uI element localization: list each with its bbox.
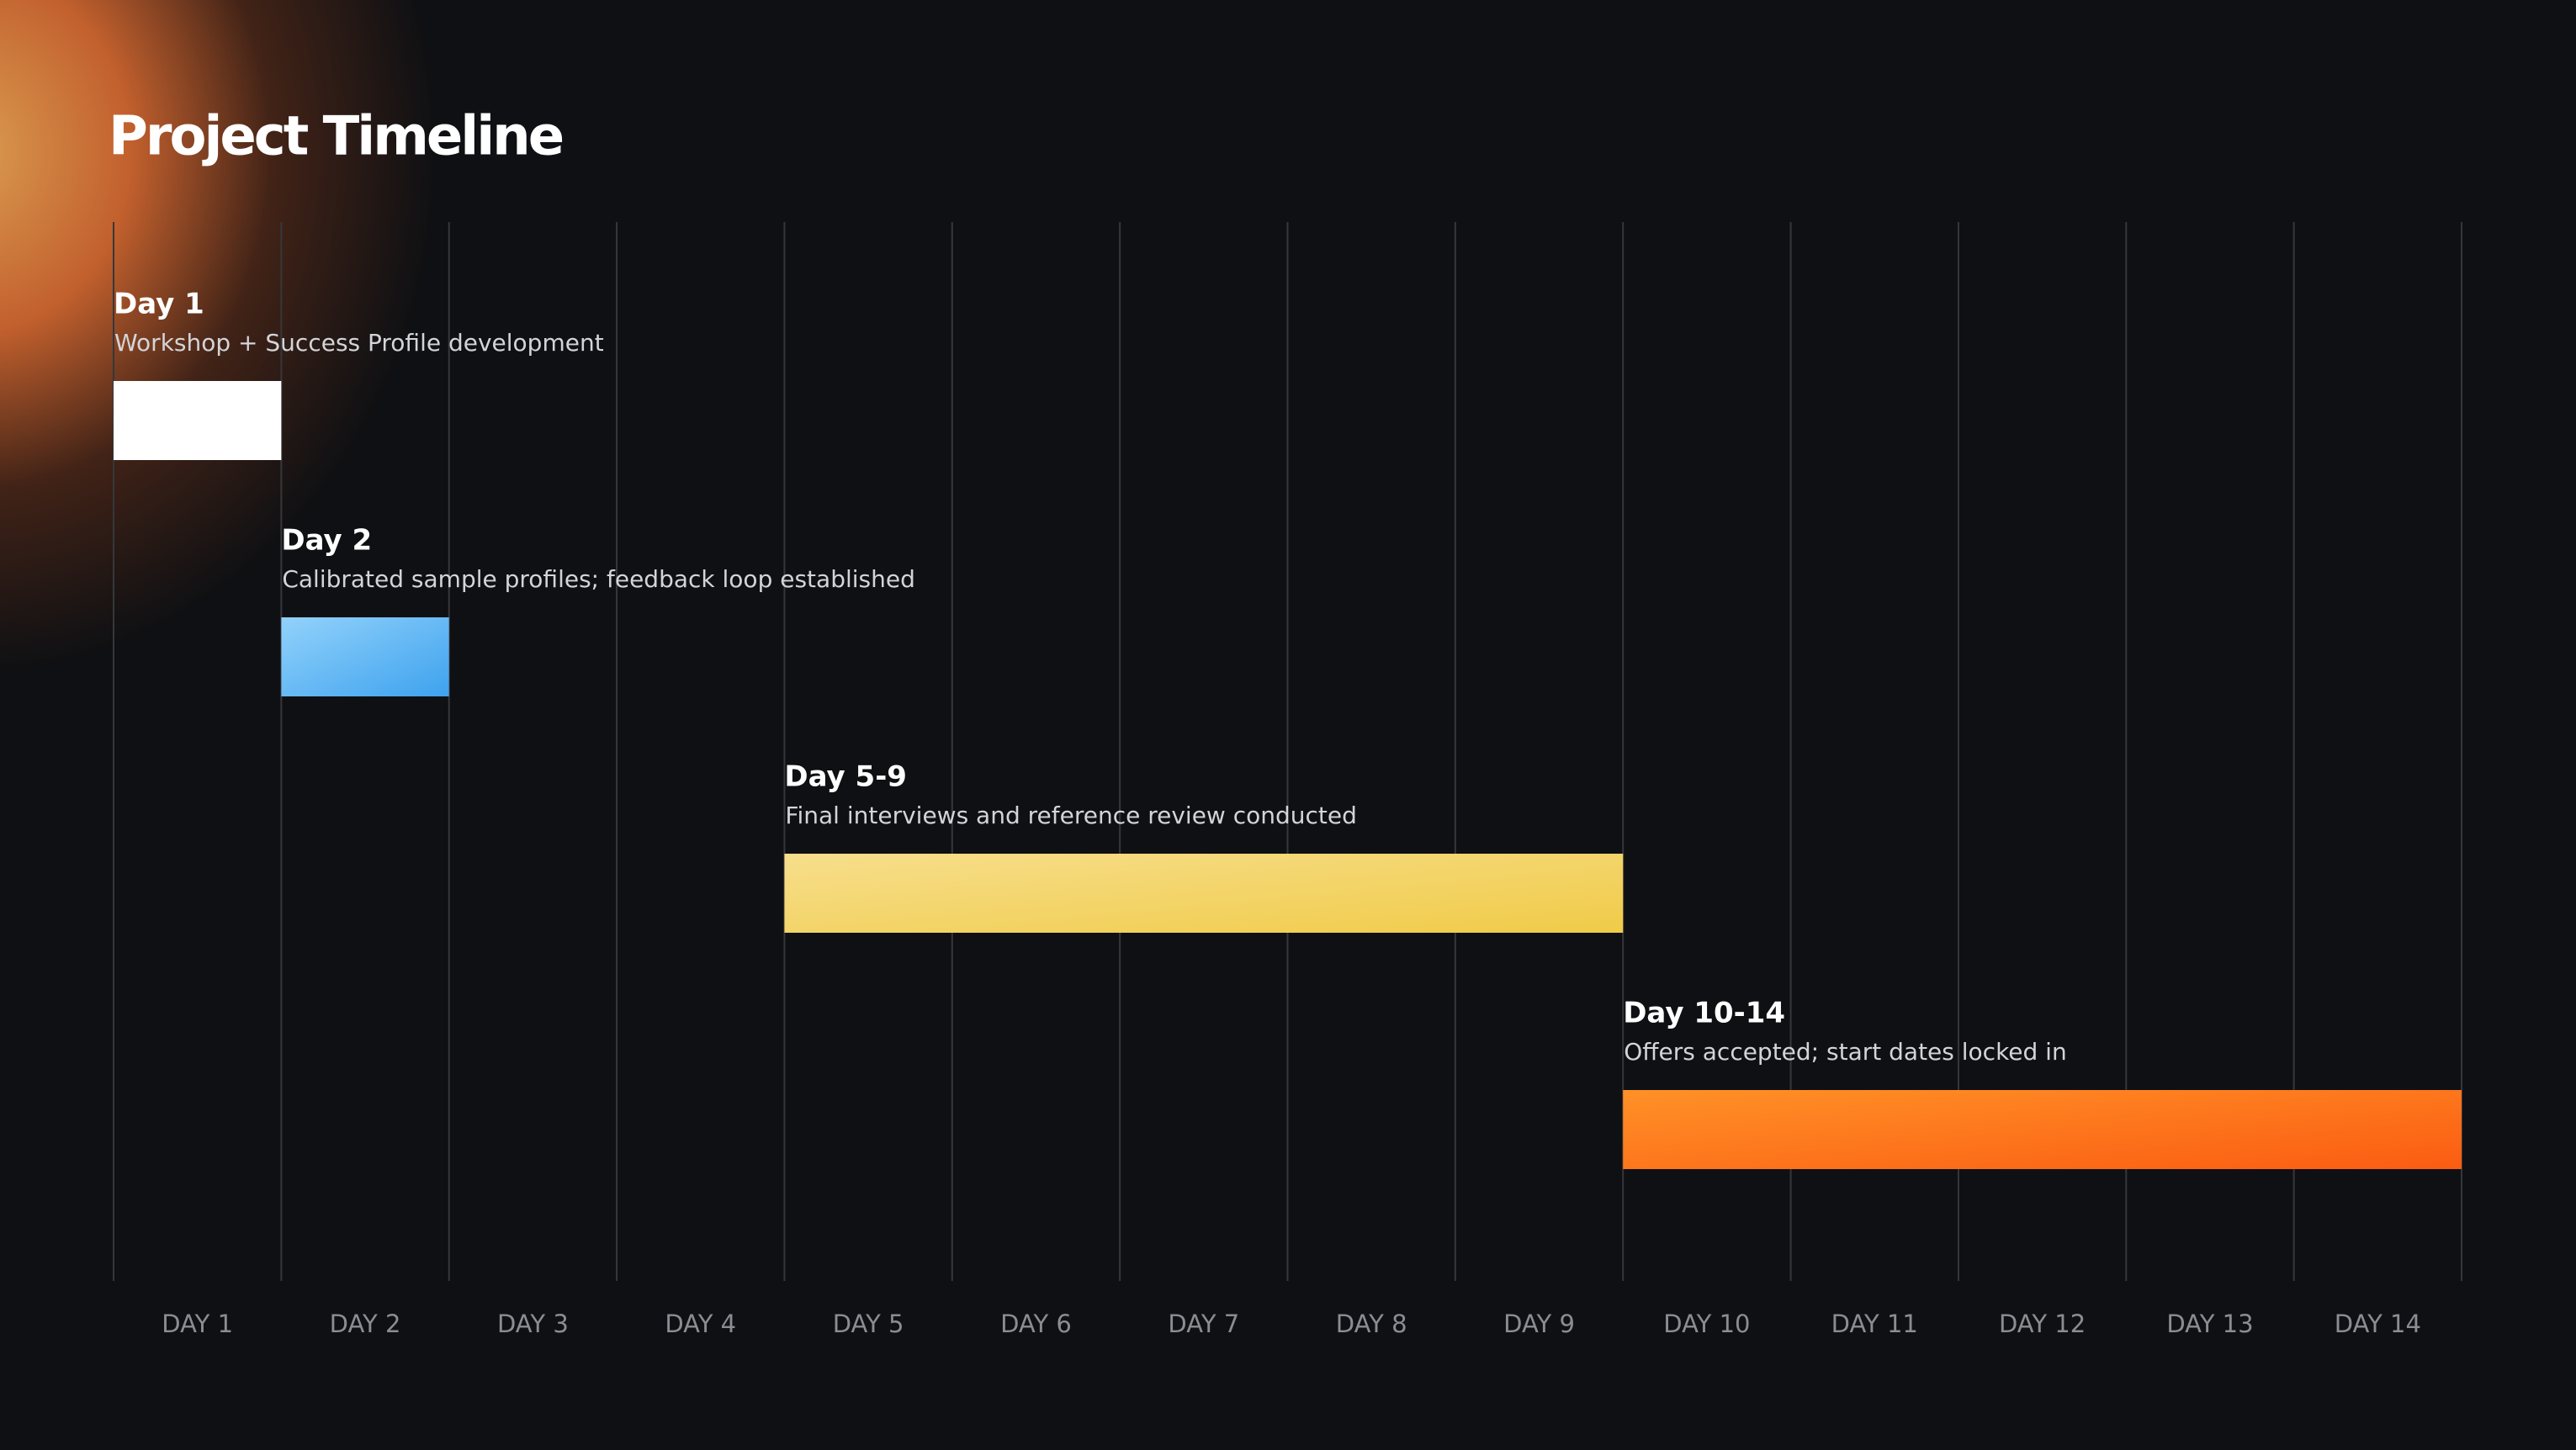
- task-bar: [281, 617, 449, 696]
- x-tick-label: DAY 3: [497, 1310, 569, 1338]
- x-tick-label: DAY 4: [665, 1310, 736, 1338]
- task-label: Day 5-9: [784, 760, 907, 794]
- task-description: Calibrated sample profiles; feedback loo…: [282, 565, 915, 593]
- x-tick-label: DAY 1: [162, 1310, 233, 1338]
- task-description: Final interviews and reference review co…: [785, 802, 1356, 829]
- x-tick-label: DAY 10: [1663, 1310, 1750, 1338]
- x-tick-label: DAY 11: [1831, 1310, 1918, 1338]
- task-label: Day 2: [281, 524, 372, 558]
- x-tick-label: DAY 13: [2166, 1310, 2253, 1338]
- x-tick-label: DAY 5: [833, 1310, 904, 1338]
- x-tick-label: DAY 12: [1999, 1310, 2086, 1338]
- x-tick-label: DAY 9: [1503, 1310, 1575, 1338]
- task-description: Workshop + Success Profile development: [114, 329, 604, 357]
- x-tick-label: DAY 6: [1000, 1310, 1072, 1338]
- x-tick-label: DAY 14: [2335, 1310, 2421, 1338]
- x-tick-label: DAY 7: [1168, 1310, 1239, 1338]
- x-tick-label: DAY 8: [1336, 1310, 1407, 1338]
- x-tick-label: DAY 2: [330, 1310, 401, 1338]
- task-bar: [1623, 1090, 2462, 1169]
- task-label: Day 10-14: [1623, 997, 1785, 1030]
- task-bar: [784, 854, 1624, 933]
- task-description: Offers accepted; start dates locked in: [1624, 1038, 2067, 1066]
- task-bar: [114, 381, 282, 460]
- chart-title: Project Timeline: [109, 106, 563, 168]
- task-label: Day 1: [114, 288, 204, 321]
